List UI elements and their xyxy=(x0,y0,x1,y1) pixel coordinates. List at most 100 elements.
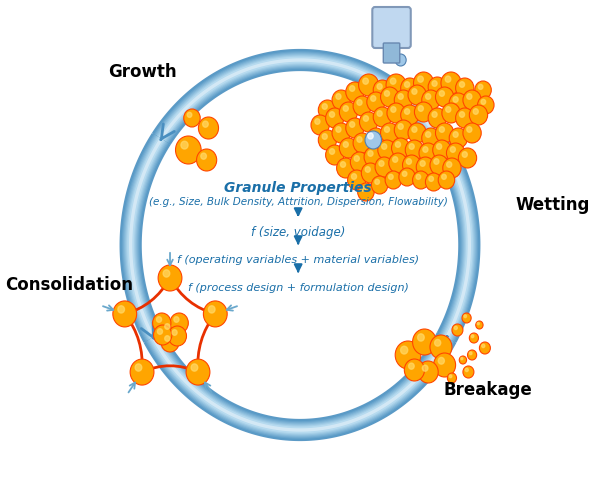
Circle shape xyxy=(343,106,349,111)
Circle shape xyxy=(413,171,429,189)
Circle shape xyxy=(161,320,179,340)
Circle shape xyxy=(455,108,474,128)
Circle shape xyxy=(416,174,421,179)
Circle shape xyxy=(446,107,451,112)
Circle shape xyxy=(170,313,188,333)
Circle shape xyxy=(429,176,433,181)
Text: Growth: Growth xyxy=(108,63,177,81)
Circle shape xyxy=(158,265,182,291)
Circle shape xyxy=(438,357,445,364)
Circle shape xyxy=(422,90,440,110)
Circle shape xyxy=(365,131,382,149)
Circle shape xyxy=(441,72,461,94)
Circle shape xyxy=(478,96,494,114)
Circle shape xyxy=(453,132,458,137)
Circle shape xyxy=(322,104,327,109)
Circle shape xyxy=(346,118,364,138)
Circle shape xyxy=(425,173,442,191)
Circle shape xyxy=(315,119,320,124)
Circle shape xyxy=(191,364,198,371)
Circle shape xyxy=(428,108,446,128)
Circle shape xyxy=(403,171,407,176)
Text: (e.g., Size, Bulk Density, Attrition, Dispersion, Flowability): (e.g., Size, Bulk Density, Attrition, Di… xyxy=(149,197,448,207)
Circle shape xyxy=(442,103,460,123)
Circle shape xyxy=(418,361,438,383)
Circle shape xyxy=(459,356,467,364)
Text: Granule Properties: Granule Properties xyxy=(224,181,372,195)
Circle shape xyxy=(434,353,455,377)
Circle shape xyxy=(450,147,455,152)
Circle shape xyxy=(409,144,414,149)
Circle shape xyxy=(352,174,356,179)
Circle shape xyxy=(430,155,448,175)
Circle shape xyxy=(359,74,379,96)
Circle shape xyxy=(416,157,434,177)
Circle shape xyxy=(438,171,455,189)
Circle shape xyxy=(437,144,442,149)
Circle shape xyxy=(157,317,161,322)
Circle shape xyxy=(469,352,472,355)
Circle shape xyxy=(391,107,396,112)
Circle shape xyxy=(154,325,172,345)
Circle shape xyxy=(476,321,483,329)
Circle shape xyxy=(392,138,410,158)
Circle shape xyxy=(386,74,406,96)
Circle shape xyxy=(405,140,424,160)
Circle shape xyxy=(428,77,446,97)
Circle shape xyxy=(340,138,358,158)
Circle shape xyxy=(336,94,341,99)
FancyBboxPatch shape xyxy=(373,7,411,48)
Circle shape xyxy=(371,132,376,137)
Circle shape xyxy=(378,140,396,160)
Circle shape xyxy=(473,109,478,114)
Circle shape xyxy=(463,366,474,378)
Circle shape xyxy=(398,94,403,99)
Circle shape xyxy=(332,123,350,143)
Circle shape xyxy=(326,145,344,165)
Circle shape xyxy=(367,128,385,148)
Circle shape xyxy=(425,132,431,137)
Circle shape xyxy=(354,156,359,162)
Circle shape xyxy=(363,78,368,84)
Circle shape xyxy=(453,97,458,102)
Circle shape xyxy=(401,346,408,354)
Text: f (process design + formulation design): f (process design + formulation design) xyxy=(188,283,409,293)
Circle shape xyxy=(399,168,415,186)
Circle shape xyxy=(373,80,392,100)
Circle shape xyxy=(423,147,428,152)
Circle shape xyxy=(422,365,428,371)
Circle shape xyxy=(395,341,421,369)
Circle shape xyxy=(174,317,179,322)
Circle shape xyxy=(419,143,437,163)
Circle shape xyxy=(420,161,425,166)
Circle shape xyxy=(113,301,137,327)
Text: f (operating variables + material variables): f (operating variables + material variab… xyxy=(177,255,419,265)
Circle shape xyxy=(482,344,485,348)
Circle shape xyxy=(385,91,389,96)
Circle shape xyxy=(379,161,384,166)
Circle shape xyxy=(433,140,451,160)
Circle shape xyxy=(404,82,410,87)
Circle shape xyxy=(390,78,396,84)
Circle shape xyxy=(460,111,464,117)
Circle shape xyxy=(367,92,385,112)
Circle shape xyxy=(477,323,479,325)
Circle shape xyxy=(443,158,461,178)
Circle shape xyxy=(469,105,488,125)
Circle shape xyxy=(332,90,350,110)
Circle shape xyxy=(415,102,433,122)
Circle shape xyxy=(461,357,463,360)
Text: Breakage: Breakage xyxy=(443,381,532,399)
Circle shape xyxy=(163,270,170,277)
Circle shape xyxy=(371,176,388,194)
Circle shape xyxy=(380,123,399,143)
Circle shape xyxy=(118,306,125,313)
Circle shape xyxy=(165,336,170,341)
Circle shape xyxy=(422,128,440,148)
Circle shape xyxy=(436,87,454,107)
Circle shape xyxy=(357,100,362,105)
Circle shape xyxy=(449,128,467,148)
Circle shape xyxy=(418,106,424,111)
Circle shape xyxy=(467,350,476,360)
Text: Consolidation: Consolidation xyxy=(5,276,133,294)
